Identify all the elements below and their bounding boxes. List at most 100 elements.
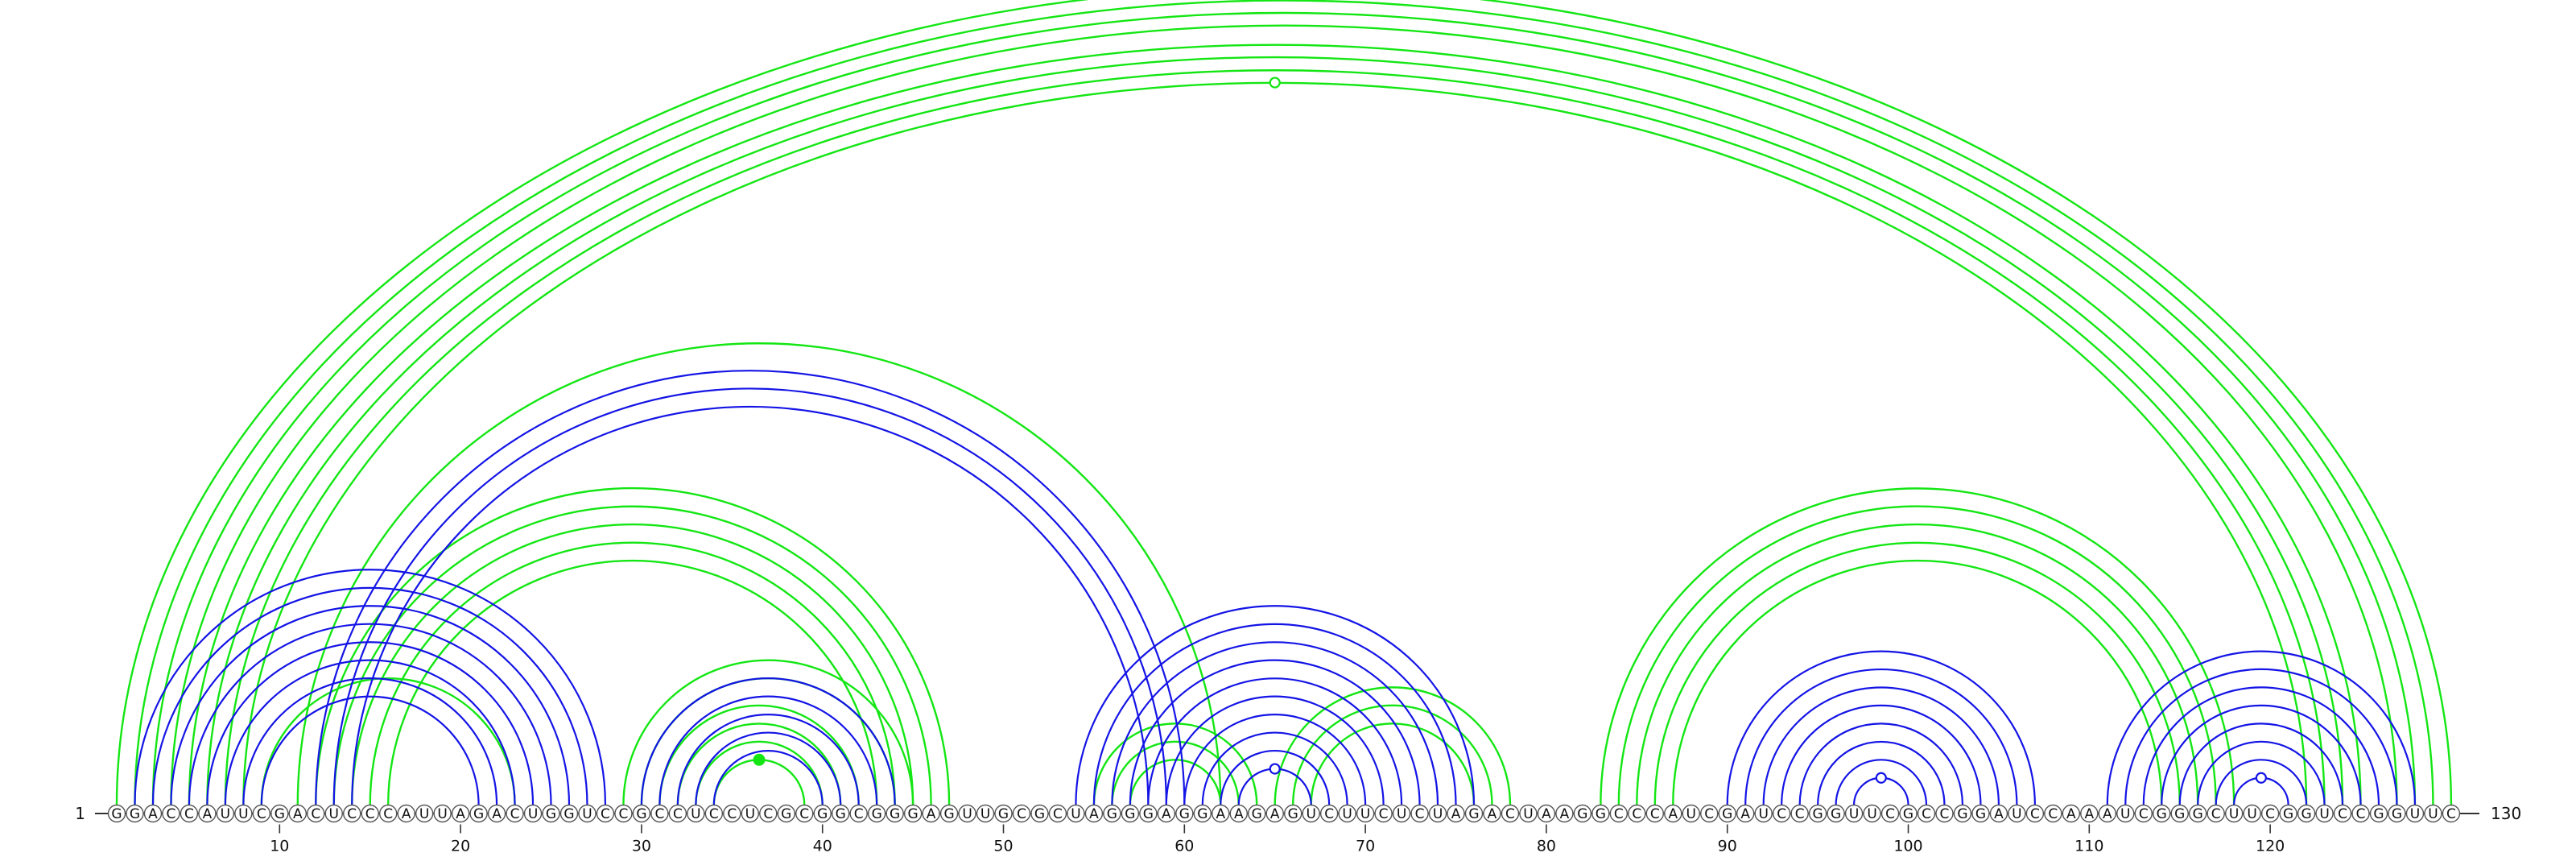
nucleotide-letter: U: [1433, 806, 1443, 822]
nucleotide-circle: [2243, 804, 2261, 823]
nucleotide-letter: U: [1758, 806, 1768, 822]
nucleotide-letter: U: [980, 806, 990, 822]
blue-base-pair-arc: [1726, 650, 2036, 805]
green-base-pair-arc: [260, 677, 516, 805]
nucleotide-letter: U: [962, 806, 972, 822]
nucleotide-letter: G: [943, 806, 954, 822]
nucleotide-letter: C: [619, 806, 629, 822]
nucleotide-circle: [813, 804, 832, 823]
nucleotide-letter: A: [927, 806, 936, 822]
nucleotide-circle: [2424, 804, 2442, 823]
nucleotide-circle: [1392, 804, 1411, 823]
nucleotide-letter: A: [402, 806, 411, 822]
nucleotide-letter: G: [1288, 806, 1298, 822]
green-base-pair-arc: [676, 722, 842, 805]
nucleotide-circle: [723, 804, 741, 823]
nucleotide-circle: [1555, 804, 1574, 823]
nucleotide-letter: A: [492, 806, 502, 822]
nucleotide-letter: U: [1686, 806, 1696, 822]
nucleotide-letter: A: [1451, 806, 1461, 822]
nucleotide-circle: [759, 804, 778, 823]
nucleotide-circle: [1682, 804, 1700, 823]
nucleotide-circle: [1989, 804, 2008, 823]
blue-base-pair-arc: [332, 387, 1167, 805]
nucleotide-circle: [2080, 804, 2099, 823]
nucleotide-letter: A: [1234, 806, 1244, 822]
nucleotide-letter: G: [998, 806, 1009, 822]
nucleotide-circle: [1283, 804, 1302, 823]
nucleotide-letter: G: [546, 806, 556, 822]
nucleotide-letter: U: [2012, 806, 2021, 822]
nucleotide-letter: G: [1722, 806, 1732, 822]
nucleotide-circle: [614, 804, 633, 823]
blue-base-pair-arc: [1798, 722, 1964, 805]
nucleotide-letter: G: [473, 806, 484, 822]
nucleotide-letter: A: [293, 806, 303, 822]
nucleotide-letter: U: [437, 806, 447, 822]
arc-marker-group: [753, 77, 2267, 784]
nucleotide-circle: [1501, 804, 1520, 823]
blue-base-pair-arc: [206, 641, 535, 805]
nucleotide-circle: [143, 804, 163, 823]
nucleotide-circle: [559, 804, 579, 823]
nucleotide-circle: [1591, 804, 1610, 823]
blue-base-pair-arc: [351, 405, 1150, 805]
nucleotide-letter: G: [2193, 806, 2203, 822]
nucleotide-circle: [361, 804, 379, 823]
nucleotide-circle: [1880, 804, 1900, 823]
nucleotide-circle: [777, 804, 795, 823]
nucleotide-circle: [1519, 804, 1538, 823]
nucleotide-circle: [1410, 804, 1429, 823]
green-base-pair-arc: [206, 56, 2344, 805]
nucleotide-letter: U: [1360, 806, 1370, 822]
nucleotide-letter: C: [601, 806, 610, 822]
nucleotide-letter: G: [2174, 806, 2185, 822]
nucleotide-letter: C: [311, 806, 320, 822]
nucleotide-circle: [1464, 804, 1484, 823]
nucleotide-circle: [1030, 804, 1049, 823]
nucleotide-circle: [324, 804, 343, 823]
sequence-end-label: 130: [2491, 804, 2521, 823]
nucleotide-circle: [307, 804, 325, 823]
nucleotide-circle: [2442, 804, 2461, 823]
nucleotide-circle: [1338, 804, 1356, 823]
nucleotide-circle: [469, 804, 488, 823]
nucleotide-circle: [849, 804, 868, 823]
nucleotide-letter: C: [1017, 806, 1026, 822]
blue-base-pair-arc: [188, 623, 552, 805]
nucleotide-circle: [1772, 804, 1791, 823]
nucleotide-letter: U: [745, 806, 755, 822]
green-base-pair-arc: [1617, 505, 2217, 805]
nucleotide-circle: [288, 804, 307, 823]
nucleotide-circle: [180, 804, 199, 823]
nucleotide-letter: C: [2030, 806, 2040, 822]
blue-arc-group: [134, 369, 2417, 805]
nucleotide-letter: G: [872, 806, 882, 822]
blue-arc-marker: [1269, 763, 1281, 775]
nucleotide-letter: C: [1795, 806, 1805, 822]
nucleotide-letter: A: [148, 806, 158, 822]
nucleotide-letter: G: [2392, 806, 2402, 822]
blue-base-pair-arc: [2161, 704, 2362, 805]
nucleotide-letter: U: [1523, 806, 1533, 822]
nucleotide-circle: [741, 804, 759, 823]
nucleotide-letter: U: [1306, 806, 1315, 822]
nucleotide-circle: [216, 804, 235, 823]
green-solid-arc-marker: [753, 753, 766, 766]
nucleotide-letter: A: [1089, 806, 1099, 822]
blue-base-pair-arc: [1744, 668, 2018, 805]
position-tick-label: 10: [270, 838, 289, 855]
nucleotide-letter: A: [203, 806, 213, 822]
nucleotide-circle: [107, 804, 126, 823]
green-base-pair-arc: [115, 0, 2453, 805]
green-base-pair-arc: [1600, 486, 2235, 805]
position-tick-label: 60: [1174, 838, 1194, 855]
nucleotide-circle: [2405, 804, 2425, 823]
nucleotide-letter: A: [1994, 806, 2004, 822]
nucleotide-circle: [886, 804, 904, 823]
blue-base-pair-arc: [1183, 714, 1367, 805]
position-tick-label: 80: [1537, 838, 1556, 855]
blue-base-pair-arc: [151, 586, 588, 805]
nucleotide-letter: G: [275, 806, 285, 822]
